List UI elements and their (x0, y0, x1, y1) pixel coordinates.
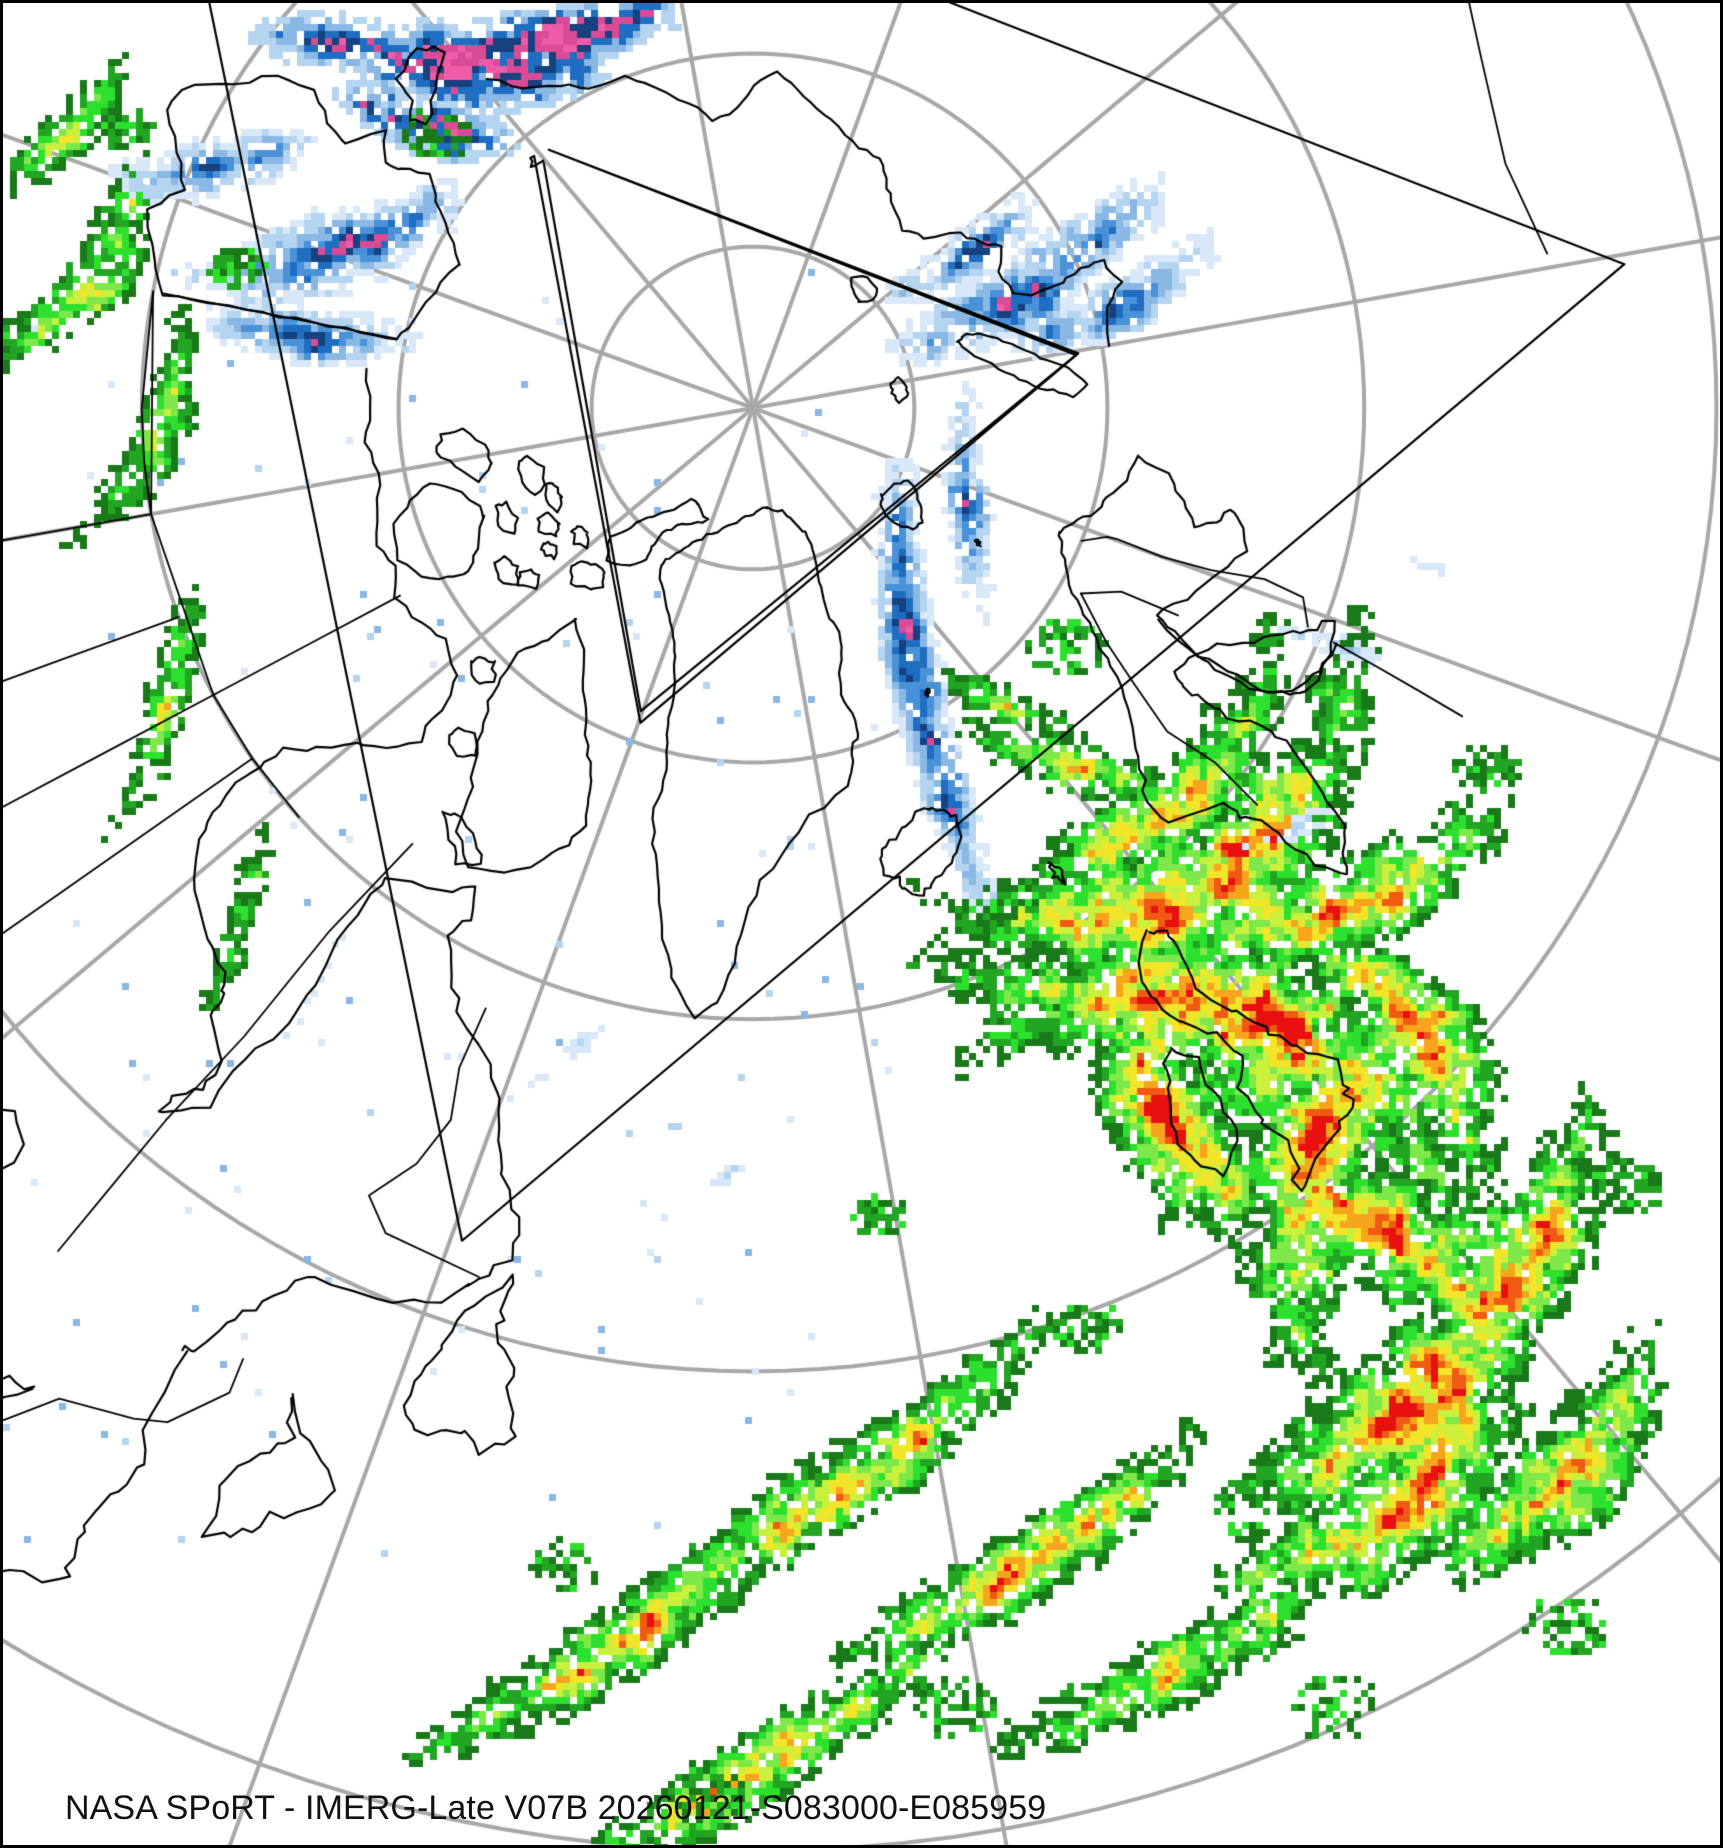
precipitation-map-canvas (3, 3, 1720, 1845)
map-caption: NASA SPoRT - IMERG-Late V07B 20260121-S0… (65, 1789, 1047, 1827)
